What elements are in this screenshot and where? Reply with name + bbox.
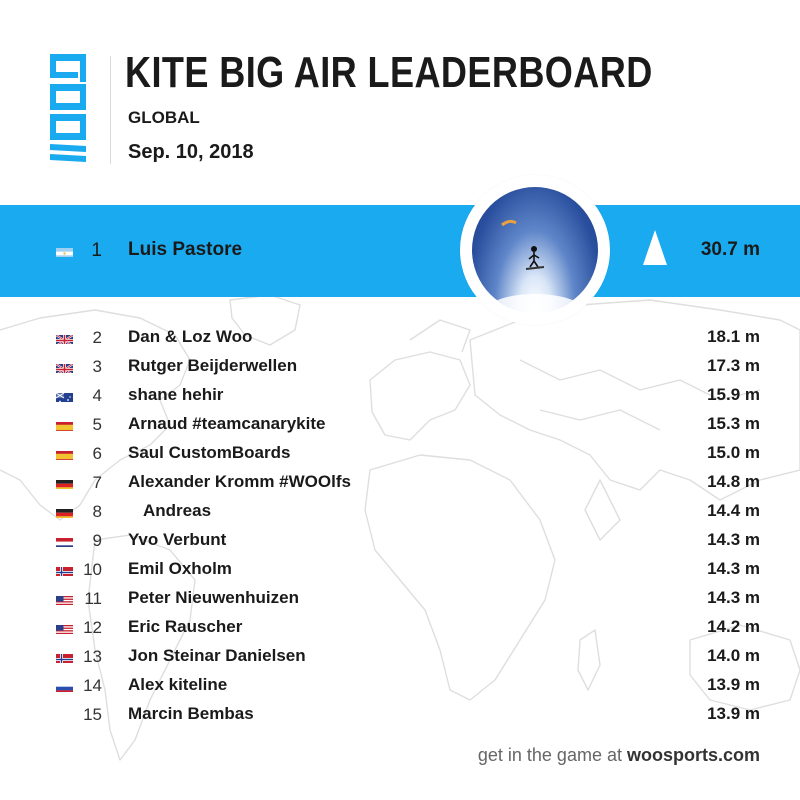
flag-es-icon bbox=[56, 420, 73, 431]
flag-au-icon bbox=[56, 391, 73, 402]
flag-ar-icon bbox=[56, 246, 73, 257]
leaderboard-row[interactable]: 7 Alexander Kromm #WOOlfs 14.8 m bbox=[0, 469, 800, 498]
flag-de-icon bbox=[56, 478, 73, 489]
row-rank: 2 bbox=[92, 328, 102, 347]
flag-gb-icon bbox=[56, 333, 73, 344]
row-rank: 5 bbox=[92, 415, 102, 434]
row-name: Peter Nieuwenhuizen bbox=[128, 588, 299, 607]
flag-de-icon bbox=[56, 507, 73, 518]
flag-nl-icon bbox=[56, 536, 73, 547]
row-value: 13.9 m bbox=[707, 675, 760, 694]
flag-no-icon bbox=[56, 652, 73, 663]
footer-site-link[interactable]: woosports.com bbox=[626, 745, 760, 765]
row-value: 13.9 m bbox=[707, 704, 760, 723]
row-rank: 7 bbox=[92, 473, 102, 492]
leaderboard-row[interactable]: 2 Dan & Loz Woo 18.1 m bbox=[0, 324, 800, 353]
header-divider bbox=[110, 56, 111, 164]
row-value: 18.1 m bbox=[707, 327, 760, 346]
leaderboard-row[interactable]: 9 Yvo Verbunt 14.3 m bbox=[0, 527, 800, 556]
leader-row[interactable]: 1 Luis Pastore 30.7 m bbox=[0, 236, 800, 265]
row-rank: 9 bbox=[92, 531, 102, 550]
row-name: Emil Oxholm bbox=[128, 559, 232, 578]
up-arrow-icon bbox=[643, 230, 667, 265]
flag-us-icon bbox=[56, 594, 73, 605]
row-value: 14.4 m bbox=[707, 501, 760, 520]
row-rank: 14 bbox=[83, 676, 102, 695]
row-name: Saul CustomBoards bbox=[128, 443, 291, 462]
row-rank: 11 bbox=[84, 589, 102, 608]
footer-cta[interactable]: get in the game at woosports.com bbox=[478, 745, 760, 766]
row-value: 14.3 m bbox=[707, 559, 760, 578]
row-name: Alex kiteline bbox=[128, 675, 228, 694]
row-name: Rutger Beijderwellen bbox=[128, 356, 298, 375]
flag-no-icon bbox=[56, 565, 73, 576]
row-value: 14.0 m bbox=[707, 646, 760, 665]
row-rank: 10 bbox=[83, 560, 102, 579]
leader-photo bbox=[472, 187, 598, 313]
row-name: Dan & Loz Woo bbox=[128, 327, 253, 346]
row-value: 14.3 m bbox=[707, 588, 760, 607]
row-name: Marcin Bembas bbox=[128, 704, 254, 723]
woo-logo bbox=[50, 54, 86, 162]
leaderboard-row[interactable]: 13 Jon Steinar Danielsen 14.0 m bbox=[0, 643, 800, 672]
leaderboard-row[interactable]: 8 Andreas 14.4 m bbox=[0, 498, 800, 527]
row-rank: 13 bbox=[83, 647, 102, 666]
date-label: Sep. 10, 2018 bbox=[128, 141, 254, 163]
row-value: 15.9 m bbox=[707, 385, 760, 404]
row-name: Eric Rauscher bbox=[128, 617, 243, 636]
leaderboard-row[interactable]: 6 Saul CustomBoards 15.0 m bbox=[0, 440, 800, 469]
row-name: Alexander Kromm #WOOlfs bbox=[128, 472, 351, 491]
row-value: 15.3 m bbox=[707, 414, 760, 433]
row-rank: 4 bbox=[92, 386, 102, 405]
row-value: 14.8 m bbox=[707, 472, 760, 491]
row-rank: 15 bbox=[83, 705, 102, 724]
row-name: Arnaud #teamcanarykite bbox=[128, 414, 326, 433]
row-name: Yvo Verbunt bbox=[128, 530, 227, 549]
row-rank: 8 bbox=[92, 502, 102, 521]
flag-gb-icon bbox=[56, 362, 73, 373]
leaderboard-row[interactable]: 15 Marcin Bembas 13.9 m bbox=[0, 701, 800, 730]
leaderboard-row[interactable]: 10 Emil Oxholm 14.3 m bbox=[0, 556, 800, 585]
footer-prefix: get in the game at bbox=[477, 745, 627, 765]
flag-empty-icon bbox=[56, 710, 73, 721]
row-name: shane hehir bbox=[128, 385, 224, 404]
flag-ru-icon bbox=[56, 681, 73, 692]
row-value: 14.2 m bbox=[707, 617, 760, 636]
leaderboard-row[interactable]: 11 Peter Nieuwenhuizen 14.3 m bbox=[0, 585, 800, 614]
flag-us-icon bbox=[56, 623, 73, 634]
row-value: 17.3 m bbox=[707, 356, 760, 375]
leader-name: Luis Pastore bbox=[128, 239, 243, 260]
leader-photo-frame bbox=[460, 175, 610, 325]
flag-es-icon bbox=[56, 449, 73, 460]
leaderboard-row[interactable]: 14 Alex kiteline 13.9 m bbox=[0, 672, 800, 701]
leader-value: 30.7 m bbox=[700, 239, 760, 260]
leaderboard-row[interactable]: 12 Eric Rauscher 14.2 m bbox=[0, 614, 800, 643]
row-value: 14.3 m bbox=[707, 530, 760, 549]
row-name: Jon Steinar Danielsen bbox=[128, 646, 306, 665]
row-name: Andreas bbox=[143, 501, 212, 520]
leaderboard-row[interactable]: 4 shane hehir 15.9 m bbox=[0, 382, 800, 411]
scope-label: GLOBAL bbox=[128, 108, 200, 127]
leaderboard-row[interactable]: 3 Rutger Beijderwellen 17.3 m bbox=[0, 353, 800, 382]
row-rank: 6 bbox=[92, 444, 102, 463]
row-rank: 12 bbox=[83, 618, 102, 637]
leaderboard-row[interactable]: 5 Arnaud #teamcanarykite 15.3 m bbox=[0, 411, 800, 440]
row-rank: 3 bbox=[92, 357, 102, 376]
row-value: 15.0 m bbox=[707, 443, 760, 462]
leader-rank: 1 bbox=[91, 240, 102, 261]
page-title: KITE BIG AIR LEADERBOARD bbox=[125, 48, 653, 97]
